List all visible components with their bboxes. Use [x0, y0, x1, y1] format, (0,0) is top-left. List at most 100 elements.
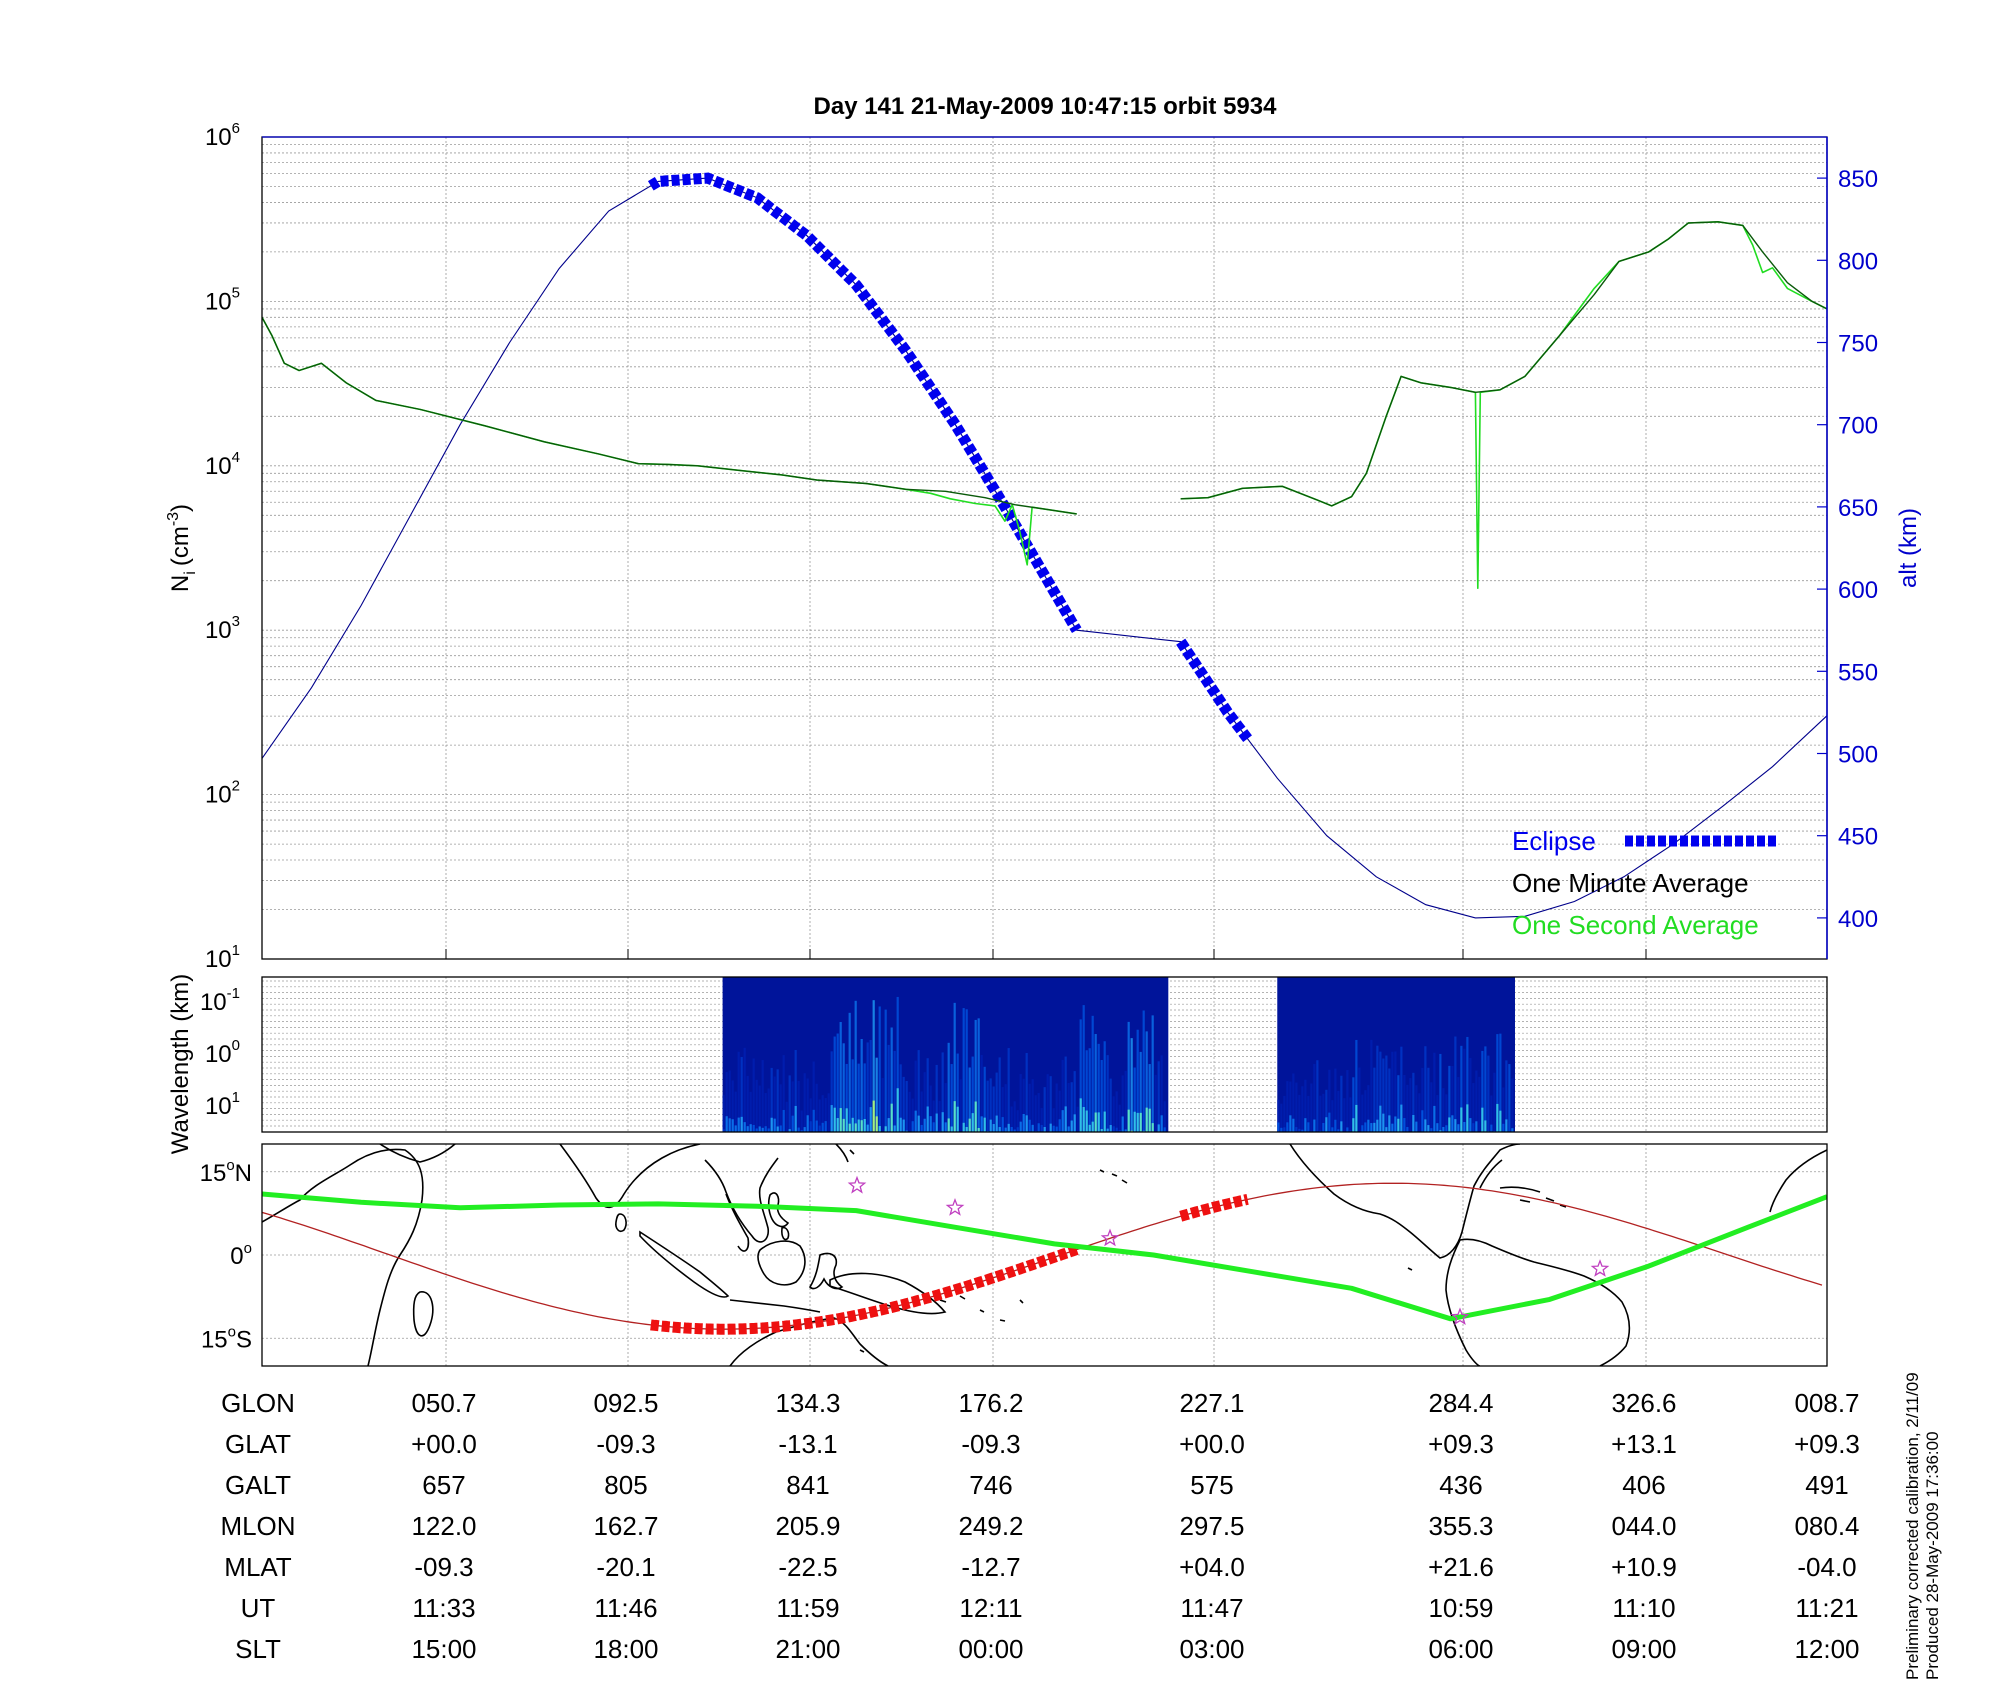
spectrogram-column	[734, 1091, 737, 1132]
spectrogram-column-peak	[1334, 1119, 1337, 1132]
spectrogram-column-peak	[1001, 1117, 1004, 1132]
table-cell: 249.2	[958, 1511, 1023, 1541]
spectrogram-column	[1454, 1036, 1457, 1132]
spectrogram-column	[884, 1009, 887, 1132]
spectrogram-column	[1406, 1084, 1409, 1132]
spectrogram-column	[755, 1079, 758, 1132]
y-tick-label-density: 101	[205, 942, 240, 973]
spectrogram-column-peak	[1073, 1114, 1076, 1132]
spectrogram-column-peak	[1115, 1127, 1118, 1132]
spectrogram-column-peak	[1049, 1123, 1052, 1132]
station-star-icon	[1450, 1307, 1470, 1326]
spectrogram-column-peak	[1439, 1130, 1442, 1132]
spectrogram-column-peak	[1352, 1118, 1355, 1132]
spectrogram-column	[1007, 1048, 1010, 1132]
spectrogram-column-peak	[764, 1126, 767, 1132]
y-tick-label-density: 105	[205, 284, 240, 315]
spectrogram-column	[746, 1075, 749, 1132]
table-row-label: SLT	[235, 1634, 281, 1664]
table-cell: +09.3	[1794, 1429, 1860, 1459]
spectrogram-column-peak	[1502, 1123, 1505, 1132]
spectrogram-column	[1037, 1093, 1040, 1132]
spectrogram-column-peak	[1331, 1127, 1334, 1132]
coast-indochina	[704, 1157, 779, 1243]
spectrogram-column-peak	[1406, 1126, 1409, 1132]
spectrogram-column	[1283, 1095, 1286, 1132]
spectrogram-column	[896, 996, 899, 1132]
spectrogram-column-peak	[899, 1117, 902, 1132]
spectrogram-column-peak	[767, 1128, 770, 1132]
spectrogram-column-peak	[812, 1109, 815, 1132]
spectrogram-column-peak	[1394, 1116, 1397, 1132]
spectrogram-column-peak	[1277, 1122, 1280, 1132]
spectrogram-column	[1400, 1046, 1403, 1132]
spectrogram-column-peak	[1415, 1121, 1418, 1132]
table-cell: +13.1	[1611, 1429, 1677, 1459]
spectrogram-column-peak	[1403, 1118, 1406, 1132]
spectrogram-column-peak	[1163, 1127, 1166, 1132]
spectrogram-column	[833, 1036, 836, 1132]
spectrogram-column	[983, 1066, 986, 1132]
spectrogram-column-peak	[1133, 1111, 1136, 1132]
spectrogram-column	[1340, 1075, 1343, 1132]
spectrogram-column	[938, 1101, 941, 1132]
spectrogram-column-peak	[1490, 1124, 1493, 1132]
spectrogram-column-peak	[1010, 1127, 1013, 1132]
spectrogram-column	[785, 1101, 788, 1132]
spectrogram-column-peak	[1121, 1116, 1124, 1132]
spectrogram-column-peak	[773, 1118, 776, 1132]
spectrogram-column	[878, 1006, 881, 1132]
spectrogram-column-peak	[842, 1118, 845, 1132]
spectrogram-column-peak	[1298, 1128, 1301, 1132]
spectrogram-column-peak	[1037, 1123, 1040, 1132]
legend-eclipse: Eclipse	[1512, 826, 1596, 856]
spectrogram-column-peak	[1079, 1098, 1082, 1132]
one-second-average-line	[1180, 221, 1827, 590]
spectrogram-column-peak	[1433, 1105, 1436, 1132]
spectrogram-column	[1052, 1108, 1055, 1132]
spectrogram-column	[1448, 1065, 1451, 1132]
spectrogram-column	[1385, 1055, 1388, 1132]
spectrogram-column	[1154, 1074, 1157, 1132]
legend-second: One Second Average	[1512, 910, 1759, 940]
table-cell: 205.9	[775, 1511, 840, 1541]
table-cell: +04.0	[1179, 1552, 1245, 1582]
coast-srilanka	[615, 1213, 627, 1233]
spectrogram-column	[953, 1002, 956, 1132]
table-cell: 09:00	[1611, 1634, 1676, 1664]
spectrogram-column-peak	[782, 1109, 785, 1132]
spectrogram-column-peak	[1448, 1117, 1451, 1132]
spectrogram-column	[965, 1009, 968, 1132]
y-tick-label-density: 102	[205, 778, 240, 809]
y-tick-label-density: 106	[205, 120, 240, 151]
eclipse-segment	[1176, 638, 1252, 743]
spectrogram-column	[1103, 1041, 1106, 1132]
spectrogram-column	[1367, 1085, 1370, 1132]
table-cell: 15:00	[411, 1634, 476, 1664]
spectrogram-column	[1118, 1104, 1121, 1132]
spectrogram-column-peak	[1286, 1122, 1289, 1132]
coast-australia	[729, 1317, 889, 1366]
spectrogram-column	[1451, 1065, 1454, 1132]
spectrogram-column	[728, 1070, 731, 1132]
spectrogram-column	[806, 1078, 809, 1132]
spectrogram-column-peak	[863, 1118, 866, 1132]
spectrogram-column-peak	[1103, 1111, 1106, 1132]
spectrogram-column	[797, 1080, 800, 1132]
spectrogram-column-peak	[968, 1118, 971, 1132]
spectrogram-column-peak	[725, 1116, 728, 1132]
magnetic-equator-line	[262, 1191, 1827, 1322]
y-tick-label-altitude: 450	[1838, 824, 1878, 851]
spectrogram-column	[1358, 1067, 1361, 1132]
table-cell: 122.0	[411, 1511, 476, 1541]
y-tick-label-wavelength: 10-1	[200, 985, 240, 1016]
spectrogram-column	[1373, 1067, 1376, 1132]
spectrogram-column	[875, 1057, 878, 1132]
spectrogram-column	[1391, 1051, 1394, 1132]
spectrogram-column	[941, 1052, 944, 1132]
spectrogram-column	[1328, 1069, 1331, 1132]
spectrogram-column	[998, 1057, 1001, 1132]
spectrogram-column	[1442, 1088, 1445, 1132]
spectrogram-column	[899, 1064, 902, 1132]
spectrogram-column	[1370, 1039, 1373, 1132]
